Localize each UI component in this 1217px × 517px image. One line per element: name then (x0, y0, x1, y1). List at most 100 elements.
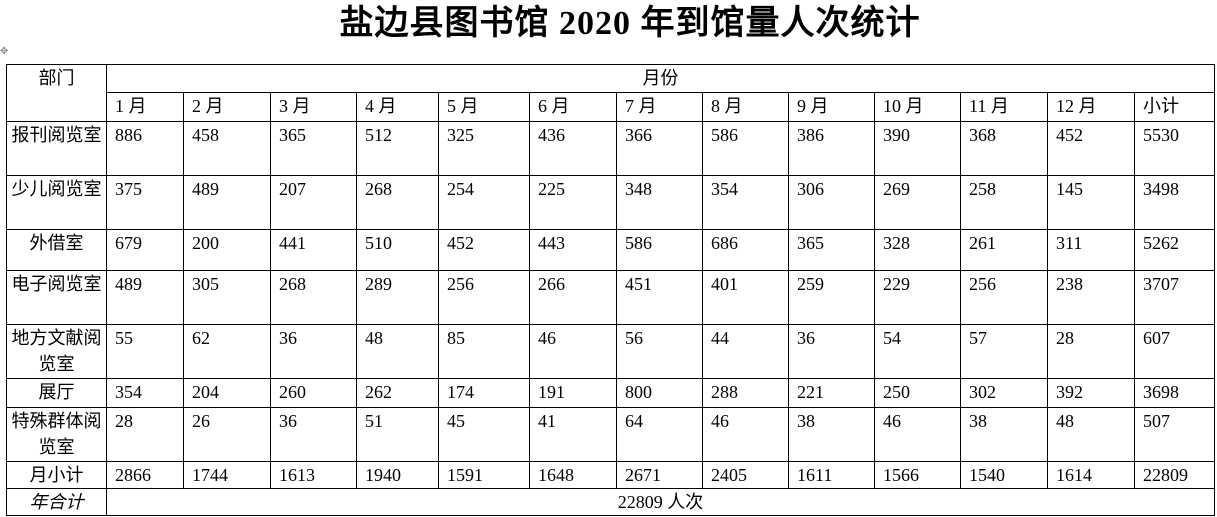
value-cell: 2405 (702, 461, 789, 489)
column-header: 10 月 (874, 92, 961, 122)
value-cell: 45 (438, 407, 530, 462)
value-cell: 46 (529, 324, 617, 379)
dept-header: 部门 (6, 64, 107, 122)
value-cell: 1613 (270, 461, 357, 489)
column-header: 小计 (1133, 92, 1216, 122)
value-cell: 390 (874, 121, 961, 176)
column-header: 8 月 (702, 92, 789, 122)
value-cell: 452 (438, 229, 530, 271)
dept-name: 地方文献阅览室 (6, 324, 107, 379)
column-header: 3 月 (270, 92, 357, 122)
value-cell: 2866 (106, 461, 184, 489)
value-cell: 306 (788, 175, 875, 230)
value-cell: 366 (616, 121, 703, 176)
table-move-handle-icon[interactable]: ✥ (0, 46, 9, 57)
row-subtotal-cell: 3498 (1133, 175, 1216, 230)
value-cell: 191 (529, 378, 617, 408)
value-cell: 229 (874, 270, 961, 325)
value-cell: 57 (960, 324, 1048, 379)
value-cell: 489 (183, 175, 271, 230)
value-cell: 145 (1047, 175, 1135, 230)
value-cell: 1648 (529, 461, 617, 489)
value-cell: 260 (270, 378, 357, 408)
value-cell: 269 (874, 175, 961, 230)
row-subtotal-cell: 22809 (1133, 461, 1216, 489)
value-cell: 510 (356, 229, 439, 271)
dept-name: 少儿阅览室 (6, 175, 107, 230)
value-cell: 225 (529, 175, 617, 230)
value-cell: 288 (702, 378, 789, 408)
value-cell: 46 (702, 407, 789, 462)
value-cell: 258 (960, 175, 1048, 230)
column-header: 12 月 (1047, 92, 1135, 122)
value-cell: 268 (270, 270, 357, 325)
value-cell: 443 (529, 229, 617, 271)
value-cell: 679 (106, 229, 184, 271)
value-cell: 250 (874, 378, 961, 408)
value-cell: 36 (270, 407, 357, 462)
value-cell: 886 (106, 121, 184, 176)
column-header: 11 月 (960, 92, 1048, 122)
value-cell: 268 (356, 175, 439, 230)
value-cell: 256 (960, 270, 1048, 325)
column-header: 5 月 (438, 92, 530, 122)
value-cell: 254 (438, 175, 530, 230)
year-total-row: 年合计 22809 人次 (6, 488, 1216, 516)
row-subtotal-cell: 607 (1133, 324, 1216, 379)
value-cell: 1540 (960, 461, 1048, 489)
value-cell: 386 (788, 121, 875, 176)
monthly-subtotal-row: 月小计 2866 1744 1613 1940 1591 1648 2671 2405 1611 1… (6, 461, 1216, 489)
value-cell: 452 (1047, 121, 1135, 176)
value-cell: 36 (788, 324, 875, 379)
value-cell: 686 (702, 229, 789, 271)
column-header: 9 月 (788, 92, 875, 122)
value-cell: 44 (702, 324, 789, 379)
dept-name: 特殊群体阅览室 (6, 407, 107, 462)
value-cell: 28 (1047, 324, 1135, 379)
table-row: 少儿阅览室 375 489 207 268 254 225 348 354 306 269 258 14… (6, 175, 1216, 230)
year-total-label: 年合计 (6, 488, 107, 516)
value-cell: 261 (960, 229, 1048, 271)
value-cell: 489 (106, 270, 184, 325)
value-cell: 1591 (438, 461, 530, 489)
value-cell: 48 (356, 324, 439, 379)
column-header: 2 月 (183, 92, 271, 122)
value-cell: 56 (616, 324, 703, 379)
value-cell: 36 (270, 324, 357, 379)
value-cell: 348 (616, 175, 703, 230)
value-cell: 256 (438, 270, 530, 325)
value-cell: 54 (874, 324, 961, 379)
value-cell: 401 (702, 270, 789, 325)
value-cell: 1566 (874, 461, 961, 489)
value-cell: 238 (1047, 270, 1135, 325)
value-cell: 200 (183, 229, 271, 271)
value-cell: 311 (1047, 229, 1135, 271)
value-cell: 174 (438, 378, 530, 408)
value-cell: 48 (1047, 407, 1135, 462)
dept-name: 月小计 (6, 461, 107, 489)
value-cell: 259 (788, 270, 875, 325)
value-cell: 392 (1047, 378, 1135, 408)
value-cell: 354 (702, 175, 789, 230)
value-cell: 328 (874, 229, 961, 271)
column-header: 1 月 (106, 92, 184, 122)
value-cell: 38 (960, 407, 1048, 462)
value-cell: 365 (788, 229, 875, 271)
table-row: 地方文献阅览室 55 62 36 48 85 46 56 44 36 54 57 28 607 (6, 324, 1216, 379)
value-cell: 26 (183, 407, 271, 462)
value-cell: 458 (183, 121, 271, 176)
row-subtotal-cell: 507 (1133, 407, 1216, 462)
value-cell: 586 (702, 121, 789, 176)
value-cell: 800 (616, 378, 703, 408)
value-cell: 204 (183, 378, 271, 408)
value-cell: 221 (788, 378, 875, 408)
table-row: 报刊阅览室 886 458 365 512 325 436 366 586 386 390 368 45… (6, 121, 1216, 176)
value-cell: 41 (529, 407, 617, 462)
value-cell: 365 (270, 121, 357, 176)
row-subtotal-cell: 5262 (1133, 229, 1216, 271)
dept-name: 外借室 (6, 229, 107, 271)
value-cell: 512 (356, 121, 439, 176)
value-cell: 586 (616, 229, 703, 271)
